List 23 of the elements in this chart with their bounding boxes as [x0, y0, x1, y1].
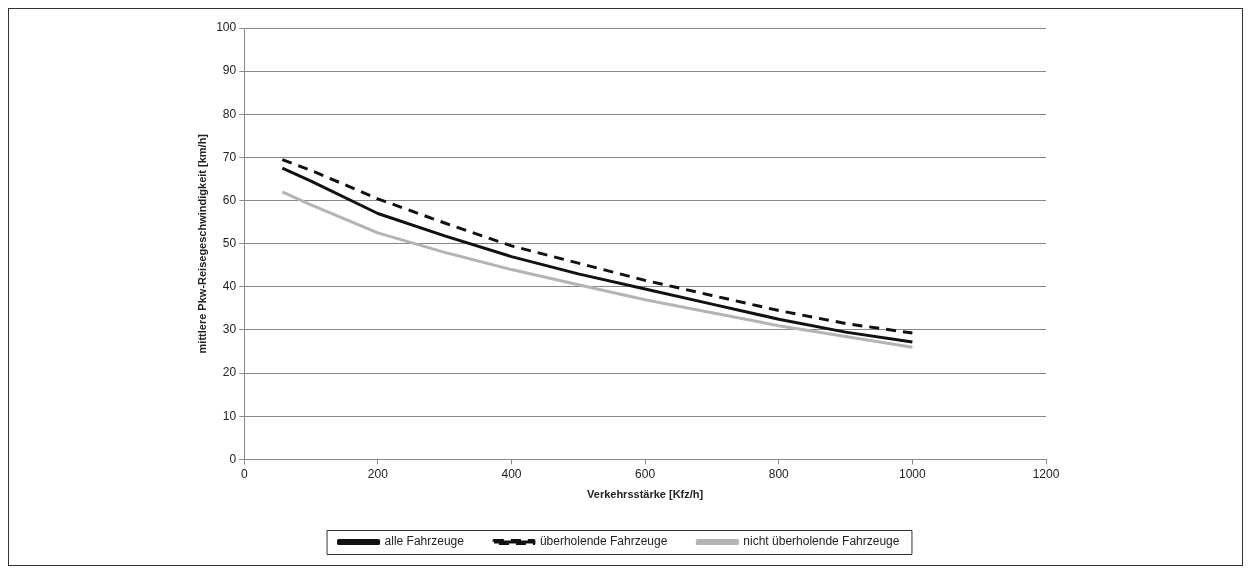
x-tick-label: 600 [635, 466, 656, 481]
y-axis-title: mittlere Pkw-Reisegeschwindigkeit [km/h] [195, 133, 208, 354]
x-axis-title: Verkehrsstärke [Kfz/h] [587, 488, 704, 501]
y-tick-label: 70 [222, 149, 237, 164]
x-tick-label: 400 [501, 466, 522, 481]
y-tick-label: 0 [229, 451, 237, 466]
legend-label: alle Fahrzeuge [384, 534, 465, 549]
y-tick-label: 100 [216, 20, 237, 35]
y-tick-label: 60 [222, 192, 237, 207]
y-tick-label: 90 [222, 63, 237, 78]
x-tick-label: 200 [367, 466, 389, 481]
y-tick-label: 40 [222, 279, 237, 294]
x-tick-label: 1000 [899, 466, 927, 481]
x-tick-label: 800 [768, 466, 790, 481]
legend-label: nicht überholende Fahrzeuge [743, 534, 900, 549]
y-tick-label: 20 [222, 365, 237, 380]
x-tick-label: 0 [240, 466, 248, 481]
x-tick-label: 1200 [1032, 466, 1060, 481]
legend-label: überholende Fahrzeuge [539, 534, 668, 549]
y-tick-label: 50 [222, 236, 237, 251]
y-tick-label: 30 [222, 322, 237, 337]
y-tick-label: 10 [222, 408, 237, 423]
y-tick-label: 80 [222, 106, 237, 121]
